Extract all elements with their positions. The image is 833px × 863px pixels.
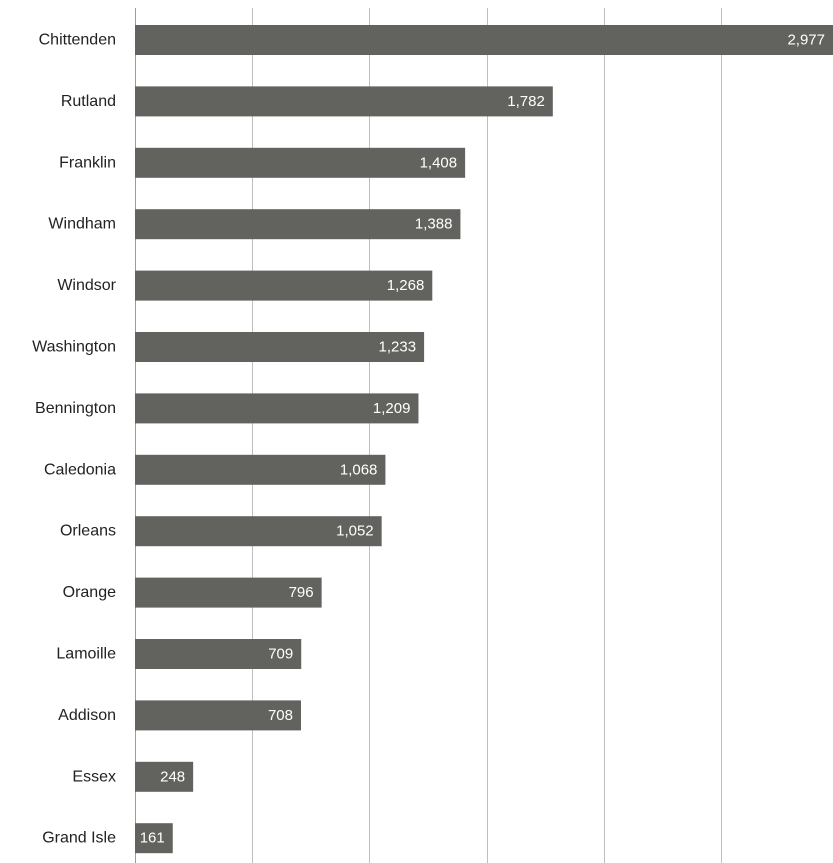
category-label: Addison <box>58 707 116 724</box>
bar-chittenden <box>135 25 833 55</box>
bar-bennington <box>135 393 419 424</box>
category-label: Rutland <box>61 93 116 110</box>
data-label: 1,408 <box>420 154 458 171</box>
category-label: Caledonia <box>44 461 116 478</box>
data-label: 796 <box>289 584 314 601</box>
category-label: Orange <box>63 584 116 601</box>
value-labels: 2,977 1,782 1,408 1,388 1,268 1,233 1,209 1,068… <box>140 32 825 847</box>
data-label: 1,209 <box>373 400 411 417</box>
bar-windsor <box>135 270 433 301</box>
bar-caledonia <box>135 454 386 485</box>
bar-grand-isle <box>135 823 173 854</box>
bar-rutland <box>135 86 553 117</box>
data-label: 1,052 <box>336 523 374 540</box>
bar-orange <box>135 577 322 608</box>
data-label: 1,782 <box>507 93 545 110</box>
data-label: 248 <box>160 768 185 785</box>
category-label: Windham <box>48 216 116 233</box>
bar-windham <box>135 209 461 240</box>
category-label: Washington <box>32 339 116 356</box>
bar-franklin <box>135 147 466 178</box>
data-label: 708 <box>268 707 293 724</box>
data-label: 1,388 <box>415 216 453 233</box>
data-label: 161 <box>140 830 165 847</box>
data-label: 709 <box>268 646 293 663</box>
bar-orleans <box>135 516 382 547</box>
category-label: Grand Isle <box>42 830 116 847</box>
bar-washington <box>135 332 425 362</box>
data-label: 1,233 <box>379 339 417 356</box>
category-label: Chittenden <box>39 32 116 49</box>
data-label: 1,068 <box>340 461 378 478</box>
bar-lamoille <box>135 639 302 669</box>
category-labels: Chittenden Rutland Franklin Windham Windsor W… <box>32 32 117 847</box>
category-label: Windsor <box>57 277 116 294</box>
category-label: Bennington <box>35 400 116 417</box>
data-label: 2,977 <box>787 32 825 49</box>
category-label: Essex <box>72 768 116 785</box>
bar-addison <box>135 700 302 731</box>
gridlines <box>135 8 722 863</box>
bars <box>135 25 833 854</box>
data-label: 1,268 <box>387 277 425 294</box>
bar-essex <box>135 761 194 792</box>
category-label: Lamoille <box>56 646 116 663</box>
category-label: Franklin <box>59 154 116 171</box>
category-label: Orleans <box>60 523 116 540</box>
